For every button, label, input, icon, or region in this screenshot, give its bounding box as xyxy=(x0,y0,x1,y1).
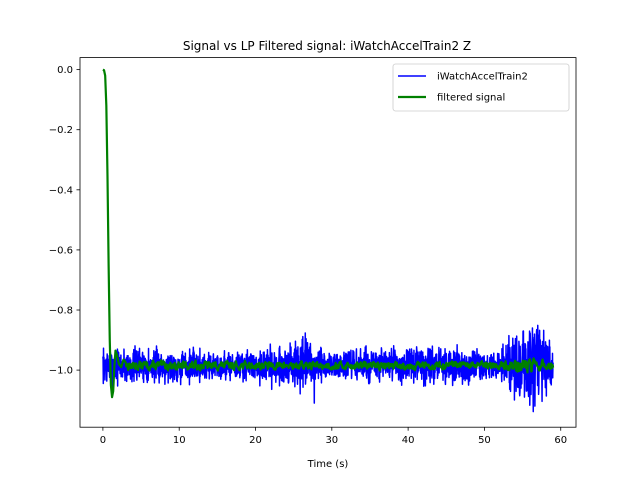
y-tick-label: −1.0 xyxy=(49,366,73,377)
x-axis-label: Time (s) xyxy=(307,459,349,470)
y-tick-label: −0.4 xyxy=(49,185,73,196)
legend: iWatchAccelTrain2 filtered signal xyxy=(392,63,570,112)
legend-box xyxy=(392,63,570,112)
series-layer xyxy=(102,68,555,413)
y-tick-label: −0.8 xyxy=(49,306,73,317)
x-tick-label: 40 xyxy=(402,435,415,446)
x-tick-label: 50 xyxy=(478,435,491,446)
plot-frame xyxy=(79,57,577,428)
x-tick-label: 20 xyxy=(249,435,262,446)
y-tick-label: 0.0 xyxy=(57,65,73,76)
x-tick-label: 60 xyxy=(554,435,567,446)
x-tick-label: 10 xyxy=(173,435,186,446)
y-tick-label: −0.2 xyxy=(49,125,73,136)
x-tick-label: 0 xyxy=(100,435,106,446)
legend-entry: filtered signal xyxy=(437,93,505,104)
series-line-filtered xyxy=(102,68,555,399)
y-tick-label: −0.6 xyxy=(49,245,73,256)
x-tick-label: 30 xyxy=(325,435,338,446)
chart-title: Signal vs LP Filtered signal: iWatchAcce… xyxy=(183,39,471,53)
x-axis: 0 10 20 30 40 50 60 xyxy=(100,427,567,446)
y-axis: 0.0 −0.2 −0.4 −0.6 −0.8 −1.0 xyxy=(49,65,80,377)
legend-entry: iWatchAccelTrain2 xyxy=(437,72,528,83)
